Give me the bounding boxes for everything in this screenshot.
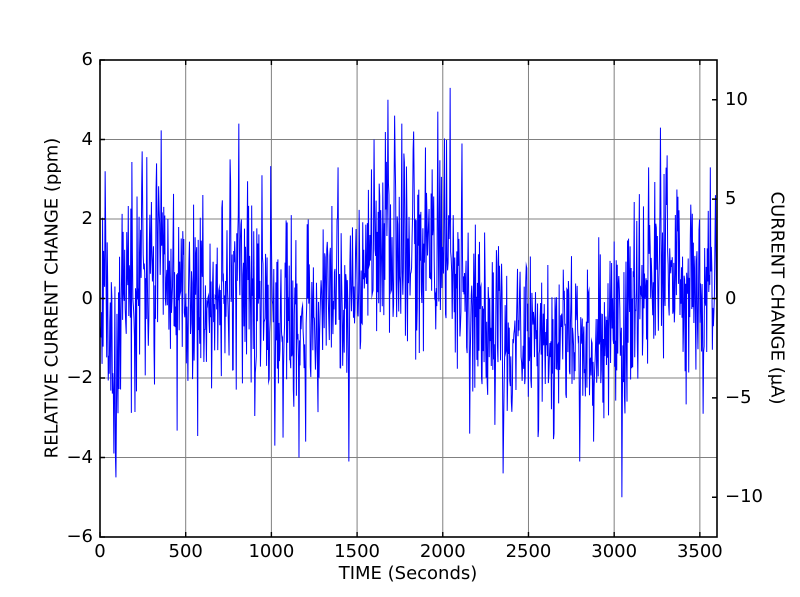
x-tick-label: 2000 [419, 541, 466, 562]
y-tick-label-left: 6 [81, 49, 93, 70]
x-tick-label: 0 [94, 541, 106, 562]
y-tick-label-left: 4 [81, 128, 93, 150]
x-tick-label: 1000 [248, 541, 295, 562]
x-tick-label: 1500 [334, 541, 380, 562]
x-axis-label: TIME (Seconds) [338, 563, 478, 584]
x-tick-label: 3500 [676, 541, 723, 562]
x-tick-label: 2500 [505, 541, 552, 562]
y-tick-label-right: −5 [725, 386, 752, 408]
y-axis-label-right: CURRENT CHANGE (µA) [766, 191, 788, 405]
y-tick-label-left: −2 [66, 367, 93, 388]
y-tick-label-left: 2 [81, 208, 93, 229]
y-tick-label-left: 0 [81, 287, 93, 309]
x-tick-label: 500 [168, 541, 203, 562]
y-tick-label-left: −6 [66, 526, 93, 547]
y-tick-label-right: 0 [725, 287, 737, 309]
y-tick-label-right: 10 [725, 88, 748, 110]
x-tick-label: 3000 [591, 541, 638, 562]
y-tick-label-left: −4 [66, 446, 93, 468]
y-axis-label-left: RELATIVE CURRENT CHANGE (ppm) [41, 137, 63, 459]
y-tick-label-right: −10 [725, 486, 763, 508]
y-tick-label-right: 5 [725, 188, 737, 210]
